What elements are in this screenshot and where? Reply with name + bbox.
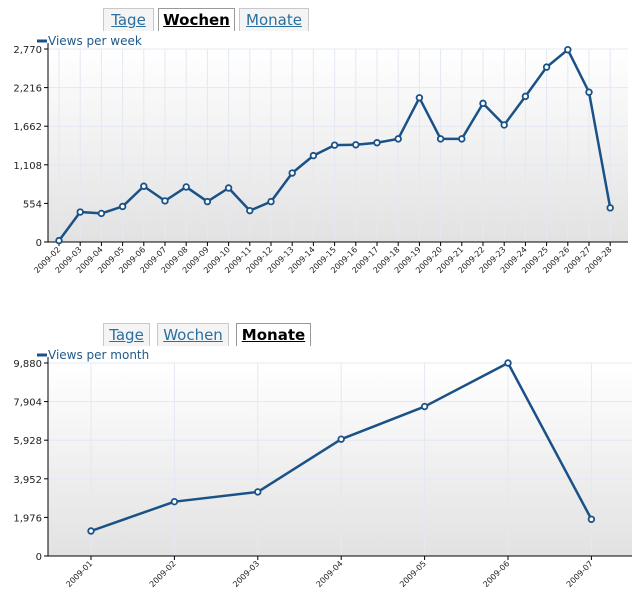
- y-tick-label: 1,976: [13, 513, 42, 524]
- x-tick-label: 2009-03: [231, 559, 261, 589]
- data-point[interactable]: [55, 236, 63, 245]
- data-point[interactable]: [606, 204, 614, 212]
- y-tick-label: 5,928: [13, 436, 42, 447]
- data-point[interactable]: [564, 45, 572, 54]
- y-tick-label: 1,108: [13, 161, 42, 172]
- y-tick-label: 554: [23, 199, 42, 210]
- data-point[interactable]: [504, 359, 512, 367]
- data-point[interactable]: [288, 169, 296, 177]
- data-point[interactable]: [585, 88, 593, 96]
- data-point[interactable]: [140, 182, 148, 190]
- monthly-views-chart: 0 1,976 3,952 5,928 7,904 9,880 2009-01 2009-02…: [13, 348, 632, 589]
- data-point[interactable]: [436, 135, 445, 143]
- data-point[interactable]: [337, 435, 345, 443]
- y-tick-label: 3,952: [13, 475, 42, 486]
- data-point[interactable]: [182, 183, 190, 191]
- data-point[interactable]: [203, 197, 212, 206]
- data-point[interactable]: [309, 151, 318, 160]
- data-point[interactable]: [587, 515, 596, 523]
- y-tick-label: 2,770: [13, 45, 42, 56]
- tab-wochen[interactable]: Wochen: [158, 8, 235, 31]
- y-tick-label: 2,216: [13, 84, 42, 95]
- x-tick-label: 2009-02: [148, 559, 178, 589]
- legend-label: Views per month: [48, 348, 149, 362]
- data-point[interactable]: [542, 63, 551, 71]
- y-tick-label: 9,880: [13, 359, 42, 370]
- y-tick-label: 0: [36, 238, 42, 249]
- data-point[interactable]: [458, 135, 466, 143]
- x-tick-label: 2009-04: [315, 559, 345, 589]
- data-point[interactable]: [479, 99, 487, 108]
- x-tick-label: 2009-07: [565, 559, 595, 589]
- data-point[interactable]: [330, 141, 339, 149]
- data-point[interactable]: [415, 94, 424, 102]
- data-point[interactable]: [500, 121, 508, 129]
- y-tick-label: 1,662: [13, 122, 42, 133]
- tab-wochen[interactable]: Wochen: [157, 323, 229, 346]
- monthly-panel: Tage Wochen Monate 0 1,976 3,952 5,928 7,904…: [0, 315, 640, 593]
- data-point[interactable]: [224, 184, 233, 192]
- data-point[interactable]: [246, 206, 254, 215]
- data-point[interactable]: [373, 139, 381, 147]
- data-point[interactable]: [267, 197, 275, 206]
- tab-monate[interactable]: Monate: [236, 323, 311, 346]
- data-point[interactable]: [352, 141, 360, 149]
- data-point[interactable]: [420, 402, 429, 411]
- plot-background: [48, 363, 632, 556]
- y-tick-label: 0: [36, 552, 42, 563]
- legend-label: Views per week: [48, 34, 142, 48]
- data-point[interactable]: [170, 497, 179, 506]
- y-tick-label: 7,904: [13, 398, 42, 409]
- tab-tage[interactable]: Tage: [103, 323, 150, 346]
- tab-tage[interactable]: Tage: [103, 8, 154, 31]
- data-point[interactable]: [118, 202, 127, 211]
- data-point[interactable]: [161, 197, 169, 205]
- data-point[interactable]: [87, 527, 95, 535]
- data-point[interactable]: [254, 488, 262, 496]
- x-tick-label: 2009-01: [64, 559, 94, 589]
- data-point[interactable]: [97, 209, 106, 218]
- weekly-panel: Tage Wochen Monate 0 554 1,108 1,662 2,216 2,…: [13, 8, 628, 275]
- tab-monate[interactable]: Monate: [239, 8, 309, 31]
- x-tick-label: 2009-06: [481, 559, 511, 589]
- data-point[interactable]: [394, 135, 402, 143]
- data-point[interactable]: [76, 208, 84, 216]
- x-tick-label: 2009-05: [398, 559, 428, 589]
- weekly-views-chart: 05541,1081,6622,2162,7702009-022009-0320…: [13, 34, 628, 275]
- data-point[interactable]: [521, 92, 530, 101]
